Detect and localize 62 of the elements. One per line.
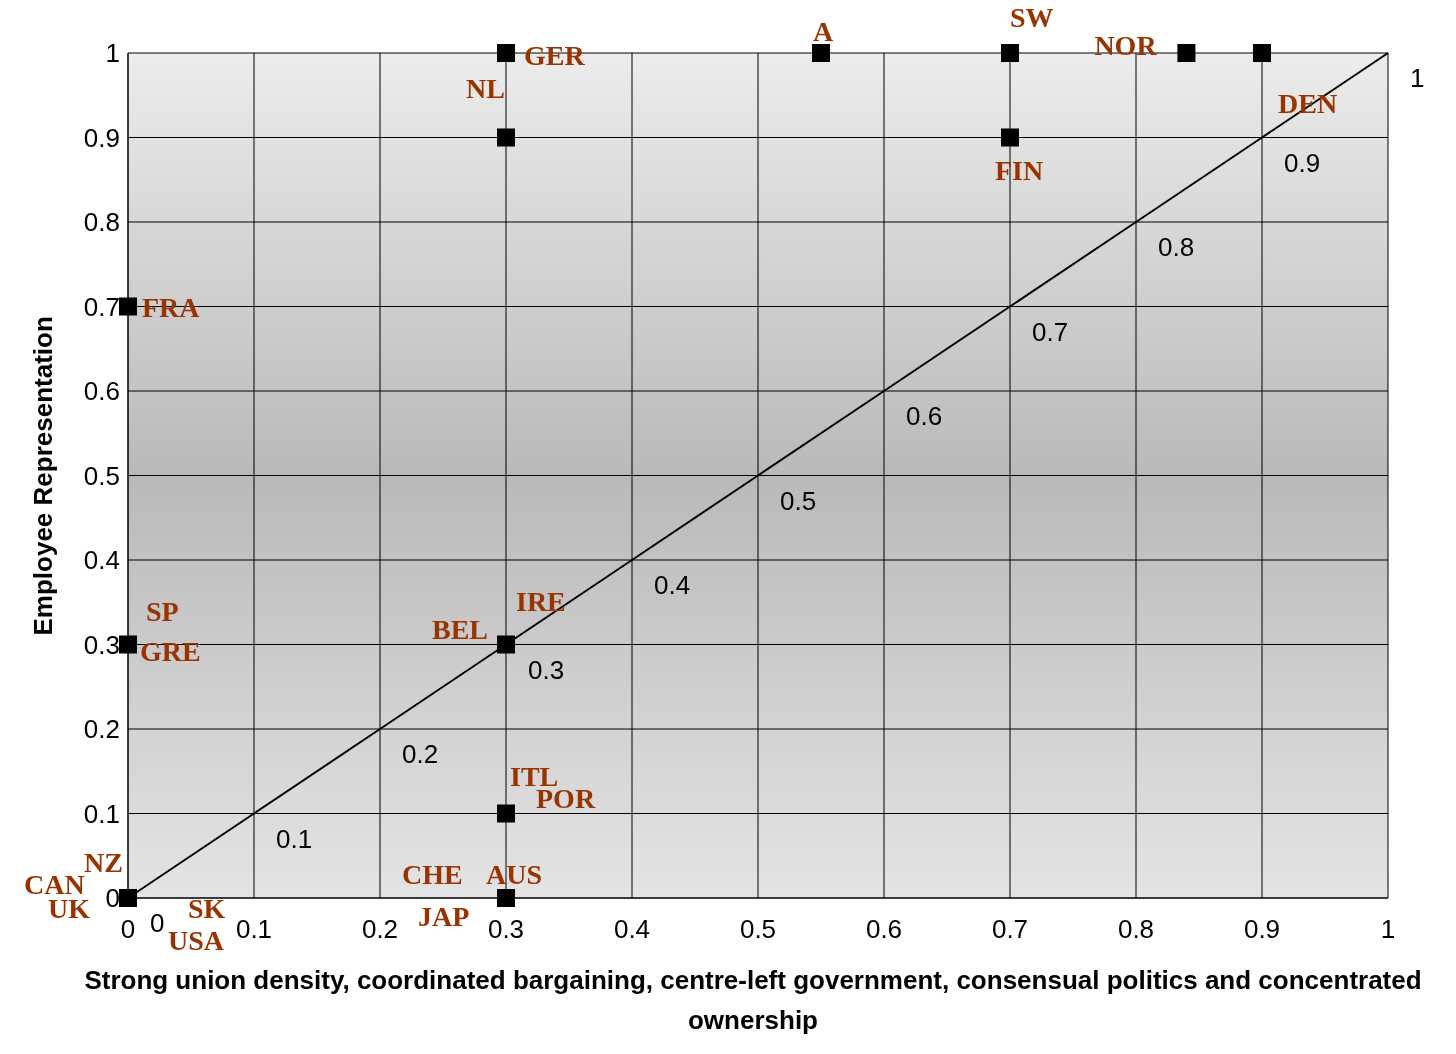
data-label: 0.4 (654, 570, 691, 600)
data-label: 0.3 (528, 654, 565, 685)
x-tick-label: 0.9 (1243, 914, 1281, 945)
x-tick-label: 1 (1380, 914, 1396, 945)
y-axis-title: Employee Representation (28, 316, 59, 636)
data-label: 0.5 (780, 485, 817, 516)
x-tick-label: 0.3 (487, 914, 525, 945)
annotation: NZ (84, 847, 123, 878)
data-label: 1 (1410, 63, 1425, 93)
point (1001, 44, 1019, 62)
data-label: 0.6 (906, 401, 943, 431)
y-tick-label: 1 (105, 38, 120, 69)
annotation: IRE (516, 585, 566, 617)
x-tick-label: 0.7 (991, 914, 1029, 945)
y-tick-label: 0.5 (83, 460, 120, 491)
point (119, 297, 137, 316)
y-tick-label: 0.9 (83, 122, 120, 153)
point (497, 889, 515, 907)
annotation: A (813, 16, 834, 47)
y-tick-label: 0.3 (83, 629, 120, 660)
y-tick-label: 0.4 (83, 545, 120, 576)
point (1177, 44, 1196, 62)
point (1001, 128, 1019, 147)
y-tick-label: 0.1 (83, 798, 120, 829)
annotation: AUS (486, 859, 543, 890)
annotation: SP (146, 595, 179, 627)
annotation: SK (188, 893, 226, 924)
data-label: 0.1 (276, 823, 313, 854)
x-tick-label: 0.4 (613, 914, 651, 945)
point (497, 44, 515, 62)
annotation: SW (1010, 2, 1054, 33)
point (119, 635, 137, 654)
annotation: GER (524, 40, 586, 71)
y-tick-label: 0.6 (83, 376, 120, 407)
annotation: GRE (140, 635, 201, 667)
annotation: CHE (402, 859, 463, 890)
point (497, 804, 515, 823)
x-tick-label: 0.1 (235, 914, 273, 945)
point (812, 44, 830, 62)
point (1253, 44, 1271, 62)
x-tick-label: 0.6 (865, 914, 903, 945)
point (497, 128, 515, 147)
x-tick-label: 0.5 (739, 914, 777, 945)
point (119, 889, 137, 907)
y-tick-label: 0 (105, 883, 120, 914)
data-label: 0.8 (1158, 232, 1195, 262)
y-tick-label: 0.8 (83, 207, 120, 238)
annotation: JAP (418, 901, 470, 932)
annotation: FIN (995, 154, 1044, 186)
y-tick-label: 0.7 (83, 291, 120, 322)
data-label: 0.9 (1284, 147, 1321, 178)
data-label: 0.2 (402, 739, 439, 769)
annotation: USA (168, 925, 225, 956)
annotation: NOR (1094, 30, 1158, 61)
annotation: NL (466, 72, 505, 104)
x-tick-label: 0.8 (1117, 914, 1155, 945)
x-axis-title: Strong union density, coordinated bargaining, centre-left government, consensual politics and concentrated ownership (83, 964, 1423, 1037)
data-label: 0.7 (1032, 316, 1069, 347)
point (497, 635, 515, 654)
annotation: BEL (432, 613, 489, 645)
y-tick-label: 0.2 (83, 714, 120, 745)
x-tick-label: 0.2 (361, 914, 399, 945)
